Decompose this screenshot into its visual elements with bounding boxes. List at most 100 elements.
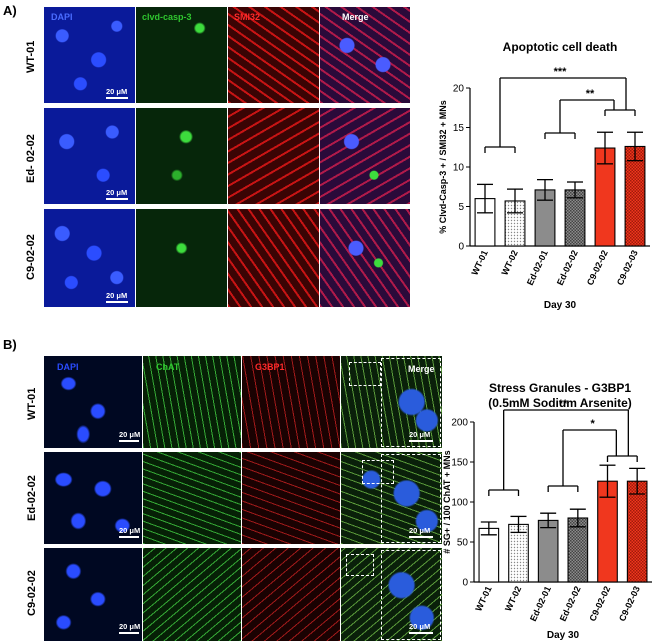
panel-a-row3-merge-image bbox=[320, 209, 410, 307]
scale-label: 20 μM bbox=[409, 622, 431, 631]
panel-a-row3-casp3-image bbox=[136, 209, 227, 307]
panel-b-row1-zoom-box bbox=[349, 362, 381, 386]
panel-a-row3-scale-bar: 20 μM bbox=[106, 291, 128, 303]
chart-a-x-tick-label: C9-02-03 bbox=[615, 249, 640, 287]
chart-a-y-tick-label: 0 bbox=[458, 242, 464, 253]
chart-a-x-tick-label: WT-02 bbox=[500, 249, 520, 277]
chart-b-significance-inner: * bbox=[591, 418, 596, 430]
panel-a-row3-dapi-image bbox=[44, 209, 135, 307]
chart-b-bar bbox=[567, 517, 589, 583]
panel-b-row-label-2: Ed-02-02 bbox=[26, 475, 38, 521]
panel-b-row3-inset-box bbox=[381, 550, 441, 640]
scale-label: 20 μM bbox=[409, 526, 431, 535]
chart-b-x-tick-label: C9-02-02 bbox=[587, 585, 612, 623]
chart-b-subtitle: (0.5mM Sodium Arsenite) bbox=[488, 396, 632, 410]
panel-b-row3-dapi-image bbox=[44, 548, 142, 641]
panel-b-row3-scale-bar: 20 μM bbox=[119, 622, 140, 634]
panel-b-row-label-3: C9-02-02 bbox=[26, 570, 38, 616]
panel-b-row3-zoom-box bbox=[346, 554, 374, 576]
panel-b-channel-merge: Merge bbox=[408, 364, 435, 374]
panel-b-row2-g3bp1-image bbox=[242, 452, 340, 544]
chart-a-x-axis-label: Day 30 bbox=[544, 300, 577, 311]
panel-b-row2-dapi-image bbox=[44, 452, 142, 544]
panel-a-row-label-3: C9-02-02 bbox=[25, 234, 37, 280]
panel-b-row2-inset-box bbox=[381, 454, 441, 543]
panel-b-row2-zoom-box bbox=[362, 460, 394, 484]
panel-b-row1-g3bp1-image bbox=[242, 356, 340, 448]
panel-b-row2-chat-image bbox=[143, 452, 241, 544]
chart-a-x-tick-label: Ed-02-02 bbox=[555, 249, 580, 287]
chart-b-y-tick-label: 100 bbox=[451, 498, 468, 509]
panel-b-row1-scale-bar: 20 μM bbox=[119, 430, 140, 442]
panel-a-row1-smi32-image bbox=[228, 7, 319, 103]
panel-b-row1-inset-scale-bar: 20 μM bbox=[409, 430, 433, 442]
chart-b-x-axis-label: Day 30 bbox=[547, 630, 580, 640]
chart-b-y-tick-label: 150 bbox=[451, 458, 468, 469]
scale-label: 20 μM bbox=[119, 622, 141, 631]
chart-a-x-tick-label: Ed-02-01 bbox=[525, 249, 550, 287]
panel-a-channel-dapi: DAPI bbox=[51, 12, 73, 22]
scale-label: 20 μM bbox=[106, 291, 128, 300]
chart-a-y-tick-label: 15 bbox=[453, 123, 465, 134]
panel-b-row3-inset-scale-bar: 20 μM bbox=[409, 622, 433, 634]
panel-a-row1-dapi-image bbox=[44, 7, 135, 103]
panel-b-channel-g3bp1: G3BP1 bbox=[255, 362, 285, 372]
panel-a-letter: A) bbox=[3, 3, 17, 18]
chart-b-bar bbox=[626, 480, 648, 583]
chart-b-x-tick-label: Ed-02-02 bbox=[558, 585, 583, 623]
panel-b-row3-merge-image bbox=[341, 548, 442, 641]
chart-b-bar bbox=[478, 527, 500, 583]
panel-a-row1-merge-image bbox=[320, 7, 410, 103]
panel-a-row2-casp3-image bbox=[136, 108, 227, 204]
chart-a-plot: 0 5 10 15 20 % Clvd-Casp-3 + / SMI32 + MNs WT-… bbox=[438, 66, 650, 311]
panel-b-row3-g3bp1-image bbox=[242, 548, 340, 641]
panel-a-row2-merge-image bbox=[320, 108, 410, 204]
panel-b-row-label-1: WT-01 bbox=[26, 387, 38, 420]
chart-b-y-axis-label: # SG+ / 100 ChAT + MNs bbox=[442, 450, 452, 553]
panel-a-row2-scale-bar: 20 μM bbox=[106, 188, 128, 200]
chart-a-significance-outer: *** bbox=[554, 66, 568, 78]
panel-b-row2-inset-scale-bar: 20 μM bbox=[409, 526, 433, 538]
scale-label: 20 μM bbox=[119, 526, 141, 535]
chart-b-y-tick-label: 0 bbox=[462, 578, 468, 589]
scale-label: 20 μM bbox=[106, 87, 128, 96]
chart-a-bar bbox=[624, 145, 646, 247]
chart-a-y-axis-label: % Clvd-Casp-3 + / SMI32 + MNs bbox=[438, 100, 448, 234]
scale-label: 20 μM bbox=[409, 430, 431, 439]
chart-b-x-tick-label: Ed-02-01 bbox=[528, 585, 553, 623]
panel-a-row3-smi32-image bbox=[228, 209, 319, 307]
panel-a-row-label-2: Ed- 02-02 bbox=[25, 134, 37, 184]
chart-a-y-tick-label: 10 bbox=[453, 163, 465, 174]
panel-b-channel-chat: ChAT bbox=[156, 362, 180, 372]
chart-b-bar bbox=[537, 519, 559, 583]
chart-b-significance-outer: ** bbox=[559, 398, 568, 410]
panel-b-channel-dapi: DAPI bbox=[57, 362, 79, 372]
panel-a-channel-merge: Merge bbox=[342, 12, 369, 22]
panel-b-row1-dapi-image bbox=[44, 356, 142, 448]
panel-b-row3-chat-image bbox=[143, 548, 241, 641]
panel-b-row2-scale-bar: 20 μM bbox=[119, 526, 140, 538]
panel-a-row-label-1: WT-01 bbox=[25, 40, 37, 74]
panel-a-micrograph-grid: WT-01 Ed- 02-02 C9-02-02 DAPI clvd-casp-… bbox=[24, 7, 410, 307]
chart-a-svg: 0 5 10 15 20 % Clvd-Casp-3 + / SMI32 + MNs WT-… bbox=[438, 66, 650, 311]
chart-b-x-tick-label: WT-01 bbox=[473, 585, 493, 613]
panel-a-channel-casp3: clvd-casp-3 bbox=[142, 12, 192, 22]
chart-a-x-tick-label: WT-01 bbox=[470, 249, 490, 277]
panel-a-row1-scale-bar: 20 μM bbox=[106, 87, 128, 99]
panel-b-row1-inset-box bbox=[381, 358, 441, 447]
chart-b-x-tick-label: WT-02 bbox=[503, 585, 523, 613]
chart-b-title: Stress Granules - G3BP1 bbox=[488, 381, 632, 395]
chart-a-significance-inner: ** bbox=[586, 88, 595, 100]
panel-b-row1-chat-image bbox=[143, 356, 241, 448]
scale-label: 20 μM bbox=[106, 188, 128, 197]
chart-b-y-tick-label: 200 bbox=[451, 418, 468, 429]
chart-a-y-tick-label: 20 bbox=[453, 84, 465, 95]
panel-b-letter: B) bbox=[3, 337, 17, 352]
chart-a-y-tick-label: 5 bbox=[458, 202, 464, 213]
panel-b-row1-merge-image bbox=[341, 356, 442, 448]
panel-a-row2-smi32-image bbox=[228, 108, 319, 204]
chart-b-y-tick-label: 50 bbox=[457, 538, 469, 549]
panel-a-channel-smi32: SMI32 bbox=[234, 12, 261, 22]
chart-b-plot: 0 50 100 150 200 # SG+ / 100 ChAT + MNs WT-01 W… bbox=[442, 398, 652, 640]
chart-b-x-tick-label: C9-02-03 bbox=[617, 585, 642, 623]
